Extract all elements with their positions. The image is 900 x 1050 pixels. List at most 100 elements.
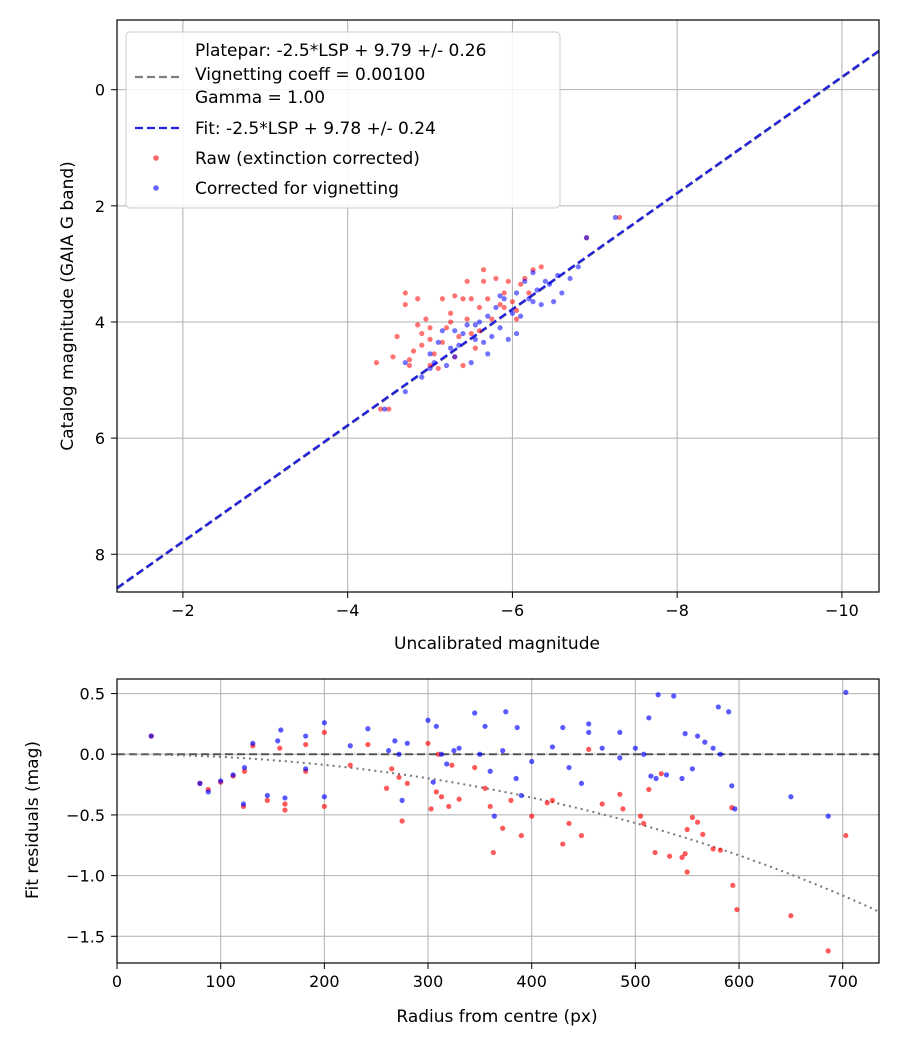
- corrected-residual-point: [694, 733, 701, 739]
- corrected-residual-point: [617, 755, 623, 761]
- raw-point: [410, 348, 417, 354]
- corrected-point: [452, 328, 458, 334]
- raw-point: [509, 299, 516, 305]
- corrected-point: [513, 290, 520, 296]
- corrected-residual-point: [641, 751, 647, 757]
- corrected-point: [546, 281, 553, 287]
- corrected-point: [497, 293, 503, 299]
- raw-point: [402, 290, 408, 296]
- raw-residual-point: [396, 774, 402, 780]
- raw-residual-point: [825, 948, 831, 954]
- raw-residual-point: [599, 801, 605, 807]
- corrected-point: [567, 275, 573, 282]
- corrected-residual-point: [392, 738, 398, 744]
- legend-platepar-line-2: Vignetting coeff = 0.00100: [195, 65, 425, 85]
- corrected-residual-point: [264, 792, 270, 799]
- raw-residual-point: [684, 869, 690, 875]
- corrected-residual-point: [729, 783, 735, 789]
- corrected-point: [431, 360, 437, 366]
- corrected-point: [435, 339, 441, 345]
- raw-point: [415, 296, 421, 302]
- raw-residual-point: [389, 766, 395, 772]
- corrected-residual-point: [433, 723, 439, 729]
- corrected-point: [480, 339, 487, 345]
- legend-platepar-line-3: Gamma = 1.00: [195, 88, 325, 108]
- bottom-tick-labels: 0 100 200 300 400 500 600 700 0.5 0.0 −0.5 −1.0 −1.5: [66, 685, 858, 991]
- corrected-residual-point: [282, 795, 288, 801]
- corrected-point: [530, 299, 536, 305]
- raw-residual-point: [500, 825, 506, 831]
- bottom-y-tick-label: 0.5: [80, 685, 105, 704]
- raw-residual-point: [843, 832, 849, 839]
- raw-residual-point: [321, 729, 327, 736]
- bottom-plot-frame: [116, 678, 880, 964]
- corrected-residual-point: [825, 813, 831, 819]
- corrected-point: [464, 322, 470, 328]
- bottom-y-axis-label: Fit residuals (mag): [23, 741, 43, 899]
- raw-point: [493, 275, 499, 282]
- corrected-residual-point: [646, 715, 652, 721]
- raw-residual-point: [404, 780, 410, 786]
- corrected-point: [509, 310, 516, 316]
- raw-residual-point: [679, 854, 685, 861]
- top-plot-frame: [116, 19, 880, 593]
- bottom-grid: [116, 679, 879, 963]
- raw-residual-point: [788, 913, 794, 919]
- corrected-point: [501, 296, 507, 302]
- corrected-residual-point: [717, 751, 723, 757]
- bottom-reference-lines: [117, 753, 879, 913]
- top-scatter-points: [373, 214, 623, 412]
- corrected-residual-point: [732, 806, 738, 812]
- corrected-point: [555, 272, 561, 279]
- raw-point: [476, 328, 483, 334]
- raw-residual-point: [652, 849, 658, 856]
- raw-point: [480, 278, 487, 284]
- bottom-x-tick-label: 200: [309, 972, 340, 991]
- legend-raw-marker: [153, 155, 159, 161]
- corrected-point: [505, 336, 511, 342]
- corrected-point: [419, 374, 425, 380]
- top-x-tick-label: −2: [171, 601, 195, 620]
- bottom-x-tick-label: 100: [205, 972, 236, 991]
- corrected-residual-point: [514, 724, 520, 731]
- legend-fit-label: Fit: -2.5*LSP + 9.78 +/- 0.24: [195, 119, 436, 139]
- top-x-axis-label: Uncalibrated magnitude: [394, 634, 600, 654]
- corrected-point: [497, 325, 503, 331]
- corrected-residual-point: [275, 738, 281, 744]
- raw-point: [513, 316, 520, 322]
- corrected-residual-point: [663, 772, 670, 778]
- corrected-point: [443, 362, 450, 369]
- corrected-residual-point: [218, 778, 224, 784]
- raw-residual-point: [518, 832, 524, 839]
- top-y-tick-label: 8: [95, 545, 105, 564]
- corrected-point: [402, 389, 408, 395]
- corrected-residual-point: [648, 773, 654, 779]
- corrected-point: [472, 336, 478, 342]
- corrected-point: [439, 328, 445, 334]
- top-y-axis-label: Catalog magnitude (GAIA G band): [58, 161, 78, 451]
- raw-residual-point: [560, 841, 566, 847]
- raw-point: [501, 290, 507, 296]
- top-y-tick-label: 2: [95, 197, 105, 216]
- raw-point: [464, 278, 470, 284]
- corrected-residual-point: [303, 766, 309, 772]
- corrected-point: [526, 296, 532, 302]
- raw-point: [406, 357, 413, 363]
- raw-residual-point: [347, 762, 353, 768]
- corrected-residual-point: [321, 794, 327, 800]
- corrected-residual-point: [430, 779, 436, 785]
- corrected-residual-point: [632, 745, 638, 751]
- raw-residual-point: [666, 853, 673, 859]
- raw-residual-point: [508, 797, 514, 803]
- raw-residual-point: [425, 740, 431, 746]
- corrected-point: [518, 313, 524, 319]
- corrected-point: [485, 351, 491, 357]
- raw-point: [448, 310, 454, 316]
- raw-point: [476, 304, 483, 311]
- raw-point: [378, 406, 384, 412]
- raw-residual-point: [549, 797, 556, 803]
- corrected-residual-point: [655, 692, 661, 698]
- raw-residual-point: [264, 797, 270, 803]
- raw-point: [373, 360, 380, 366]
- corrected-residual-point: [843, 689, 849, 695]
